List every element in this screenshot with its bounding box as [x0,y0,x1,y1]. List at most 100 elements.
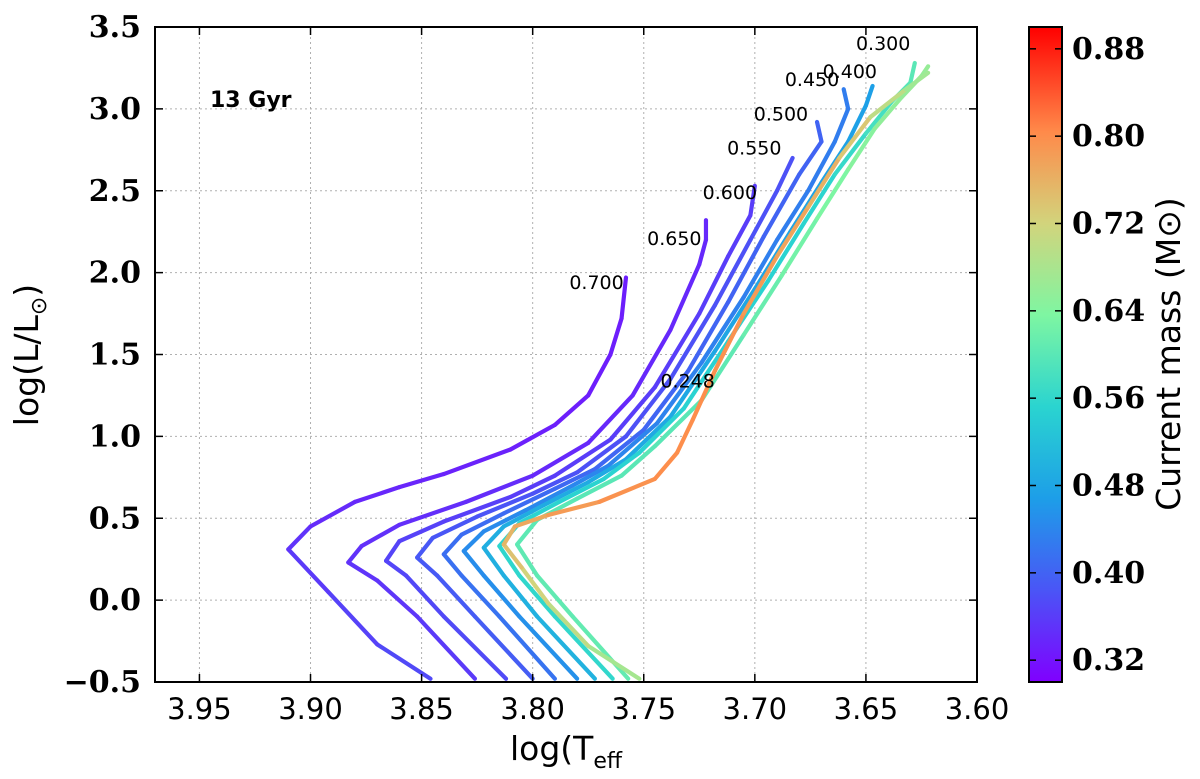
track-segment [797,139,824,177]
track-segment [552,467,597,491]
track-label: 0.600 [703,182,757,204]
track-segment [535,614,597,681]
track-segment [741,237,780,300]
track-segment [637,406,686,455]
track-segment [575,434,629,475]
y-tick-label: 2.0 [89,256,141,291]
track-segment [461,529,486,554]
track-segment [748,183,757,218]
track-segment [397,499,469,527]
track-segment [837,114,873,161]
track-segment [748,188,780,242]
track-segment [375,578,420,619]
y-tick-label: 0.5 [89,501,141,536]
colorbar-tick-label: 0.40 [1072,556,1145,591]
track-segment [497,614,557,681]
track-segment [517,573,557,619]
track-label: 0.550 [727,138,781,160]
track-segment [475,491,535,519]
track-segment [630,327,673,398]
track-segment [501,503,546,529]
colorbar [1028,26,1063,683]
track-segment [868,87,909,120]
track-segment [461,548,486,578]
track-segment [441,494,513,524]
track-segment [546,499,602,518]
track-label: 0.400 [823,61,877,83]
track-segment [741,254,780,316]
x-tick-label: 3.95 [167,692,232,726]
track-segment [697,237,709,267]
track-segment [557,476,606,504]
track-segment [908,60,917,85]
track-segment [712,311,746,373]
x-tick-label: 3.60 [945,692,1010,726]
track-label: 0.248 [660,370,714,392]
track-segment [741,273,784,337]
x-axis-label: log(Teff [510,729,623,774]
track-segment [541,480,591,508]
track-0.500 [441,119,824,681]
track-segment [501,486,557,516]
axis-ticks: 3.95 3.90 3.85 3.80 3.75 3.70 3.65 3.60 −0.5 0.0 0… [64,10,1010,726]
track-segment [652,311,702,390]
track-segment [903,70,931,92]
track-segment [586,457,629,485]
track-segment [415,555,440,578]
track-segment [375,642,433,681]
track-segment [570,614,631,681]
track-segment [530,440,591,478]
track-label: 0.500 [754,103,808,125]
track-segment [774,205,811,259]
y-tick-label: 1.0 [89,419,141,454]
x-tick-label: 3.80 [500,692,565,726]
track-segment [575,473,624,501]
colorbar-tick-label: 0.88 [1072,32,1145,67]
track-segment [403,573,446,619]
track-segment [352,485,402,504]
track-segment [552,614,615,681]
track-segment [623,376,673,439]
track-segment [766,221,806,283]
track-segment [712,286,757,354]
track-segment [690,368,717,423]
track-segment [517,614,580,681]
track-segment [699,295,746,365]
track-segment [697,254,731,316]
track-segment [686,300,731,373]
colorbar-tick-label: 0.80 [1072,119,1145,154]
track-segment [497,543,522,578]
track-segment [508,473,557,500]
track-segment [619,275,629,321]
colorbar-label: Current mass (M⊙) [1149,197,1188,511]
track-segment [481,545,506,578]
track-segment [586,643,642,681]
track-segment [806,139,837,193]
track-unlabeled-8 [515,64,931,681]
track-segment [668,303,717,382]
track-segment [459,511,506,537]
track-segment [308,499,358,529]
track-segment [415,614,478,681]
track-segment [619,444,657,478]
track-segment [481,507,529,534]
track-segment [552,393,591,428]
track-segment [517,499,562,526]
colorbar-tick-label: 0.32 [1072,643,1145,678]
track-segment [441,447,513,477]
x-tick-label: 3.85 [389,692,454,726]
track-segment [501,524,518,547]
x-tick-label: 3.75 [611,692,676,726]
track-segment [712,237,753,308]
track-segment [668,262,702,333]
age-label: 13 Gyr [210,88,292,113]
track-segment [383,539,402,563]
track-segment [726,234,766,305]
track-0.600 [383,183,757,681]
track-segment [586,352,613,398]
track-label: 0.450 [785,69,839,91]
track-segment [286,547,331,595]
x-tick-label: 3.65 [834,692,899,726]
